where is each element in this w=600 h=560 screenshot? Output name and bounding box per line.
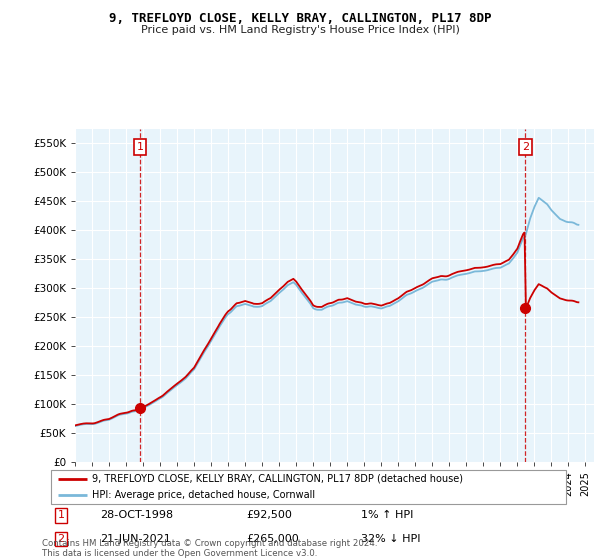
Text: £265,000: £265,000 [247,534,299,544]
Text: 32% ↓ HPI: 32% ↓ HPI [361,534,421,544]
Text: 2: 2 [522,142,529,152]
Text: 9, TREFLOYD CLOSE, KELLY BRAY, CALLINGTON, PL17 8DP: 9, TREFLOYD CLOSE, KELLY BRAY, CALLINGTO… [109,12,491,25]
Text: 21-JUN-2021: 21-JUN-2021 [100,534,171,544]
Text: 1% ↑ HPI: 1% ↑ HPI [361,510,413,520]
Text: £92,500: £92,500 [247,510,292,520]
Text: 1: 1 [137,142,143,152]
Text: Contains HM Land Registry data © Crown copyright and database right 2024.
This d: Contains HM Land Registry data © Crown c… [42,539,377,558]
Text: 2: 2 [58,534,65,544]
Text: Price paid vs. HM Land Registry's House Price Index (HPI): Price paid vs. HM Land Registry's House … [140,25,460,35]
Text: 9, TREFLOYD CLOSE, KELLY BRAY, CALLINGTON, PL17 8DP (detached house): 9, TREFLOYD CLOSE, KELLY BRAY, CALLINGTO… [92,474,463,483]
Text: 1: 1 [58,510,65,520]
Text: 28-OCT-1998: 28-OCT-1998 [100,510,173,520]
FancyBboxPatch shape [50,470,566,503]
Text: HPI: Average price, detached house, Cornwall: HPI: Average price, detached house, Corn… [92,491,316,500]
